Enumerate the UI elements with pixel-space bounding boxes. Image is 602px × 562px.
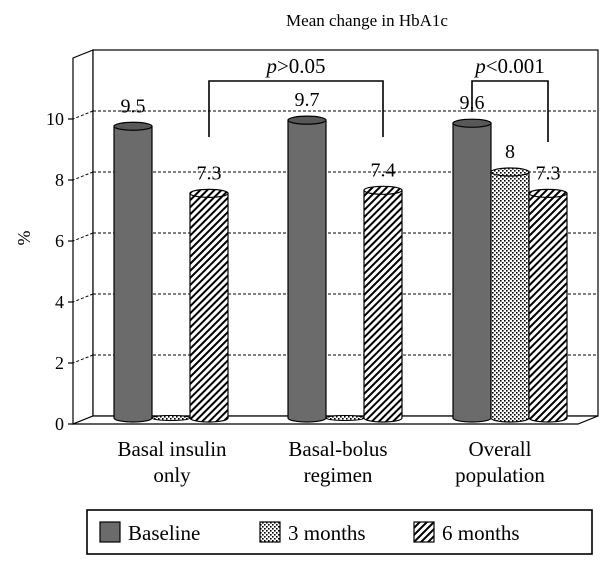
bar-top bbox=[490, 167, 530, 177]
y-tick-label: 4 bbox=[55, 292, 64, 312]
y-tick-label: 0 bbox=[55, 414, 64, 434]
gridline-side-10 bbox=[72, 110, 94, 120]
category-label: regimen bbox=[304, 463, 373, 487]
category-label: population bbox=[455, 463, 545, 487]
significance-label: p<0.001 bbox=[473, 54, 545, 78]
gridline-side-6 bbox=[72, 232, 94, 242]
category-label: Basal insulin bbox=[117, 437, 227, 461]
bar-body bbox=[490, 171, 530, 423]
bar-body bbox=[287, 119, 327, 423]
bar-top bbox=[528, 188, 568, 198]
category-label: Basal-bolus bbox=[288, 437, 387, 461]
data-label: 8 bbox=[505, 141, 515, 163]
significance-bracket bbox=[471, 80, 549, 142]
data-label: 7.3 bbox=[536, 162, 561, 184]
significance-label: p>0.05 bbox=[264, 54, 325, 78]
y-tick-label: 2 bbox=[55, 353, 64, 373]
bar-body bbox=[113, 125, 153, 423]
bar-body bbox=[363, 189, 403, 423]
bar bbox=[287, 115, 327, 423]
category-label: only bbox=[153, 463, 191, 487]
legend-swatch bbox=[99, 521, 121, 543]
bar bbox=[151, 415, 191, 421]
legend-box bbox=[86, 509, 593, 555]
bar bbox=[528, 188, 568, 423]
bar-base bbox=[325, 415, 365, 421]
bar-top bbox=[452, 118, 492, 128]
y-axis-label: % bbox=[14, 231, 34, 246]
bar bbox=[363, 185, 403, 423]
bar bbox=[490, 167, 530, 423]
bar bbox=[452, 118, 492, 423]
gridline-side-2 bbox=[72, 354, 94, 364]
chart-title: Mean change in HbA1c bbox=[286, 11, 448, 30]
bar-base bbox=[151, 415, 191, 421]
bar-body bbox=[528, 192, 568, 423]
bar-top bbox=[113, 121, 153, 131]
data-label: 7.4 bbox=[371, 159, 396, 181]
bar-body bbox=[452, 122, 492, 423]
legend-label: Baseline bbox=[128, 521, 200, 545]
legend-swatch bbox=[259, 521, 281, 543]
y-tick-label: 10 bbox=[46, 109, 64, 129]
legend-label: 3 months bbox=[288, 521, 366, 545]
data-label: 7.3 bbox=[197, 162, 222, 184]
y-tick-label: 8 bbox=[55, 170, 64, 190]
gridline-side-4 bbox=[72, 293, 94, 303]
data-label: 9.7 bbox=[295, 89, 320, 111]
legend-swatch bbox=[413, 521, 435, 543]
category-label: Overall bbox=[469, 437, 532, 461]
data-label: 9.5 bbox=[121, 95, 146, 117]
bar-body bbox=[189, 192, 229, 423]
bar-top bbox=[363, 185, 403, 195]
y-tick-label: 6 bbox=[55, 231, 64, 251]
significance-bracket bbox=[208, 80, 384, 137]
legend: Baseline 3 months 6 months bbox=[86, 509, 593, 555]
bar-top bbox=[189, 188, 229, 198]
bar bbox=[189, 188, 229, 423]
gridline-side-8 bbox=[72, 171, 94, 181]
bar bbox=[325, 415, 365, 421]
bar bbox=[113, 121, 153, 423]
bar-top bbox=[287, 115, 327, 125]
legend-label: 6 months bbox=[442, 521, 520, 545]
